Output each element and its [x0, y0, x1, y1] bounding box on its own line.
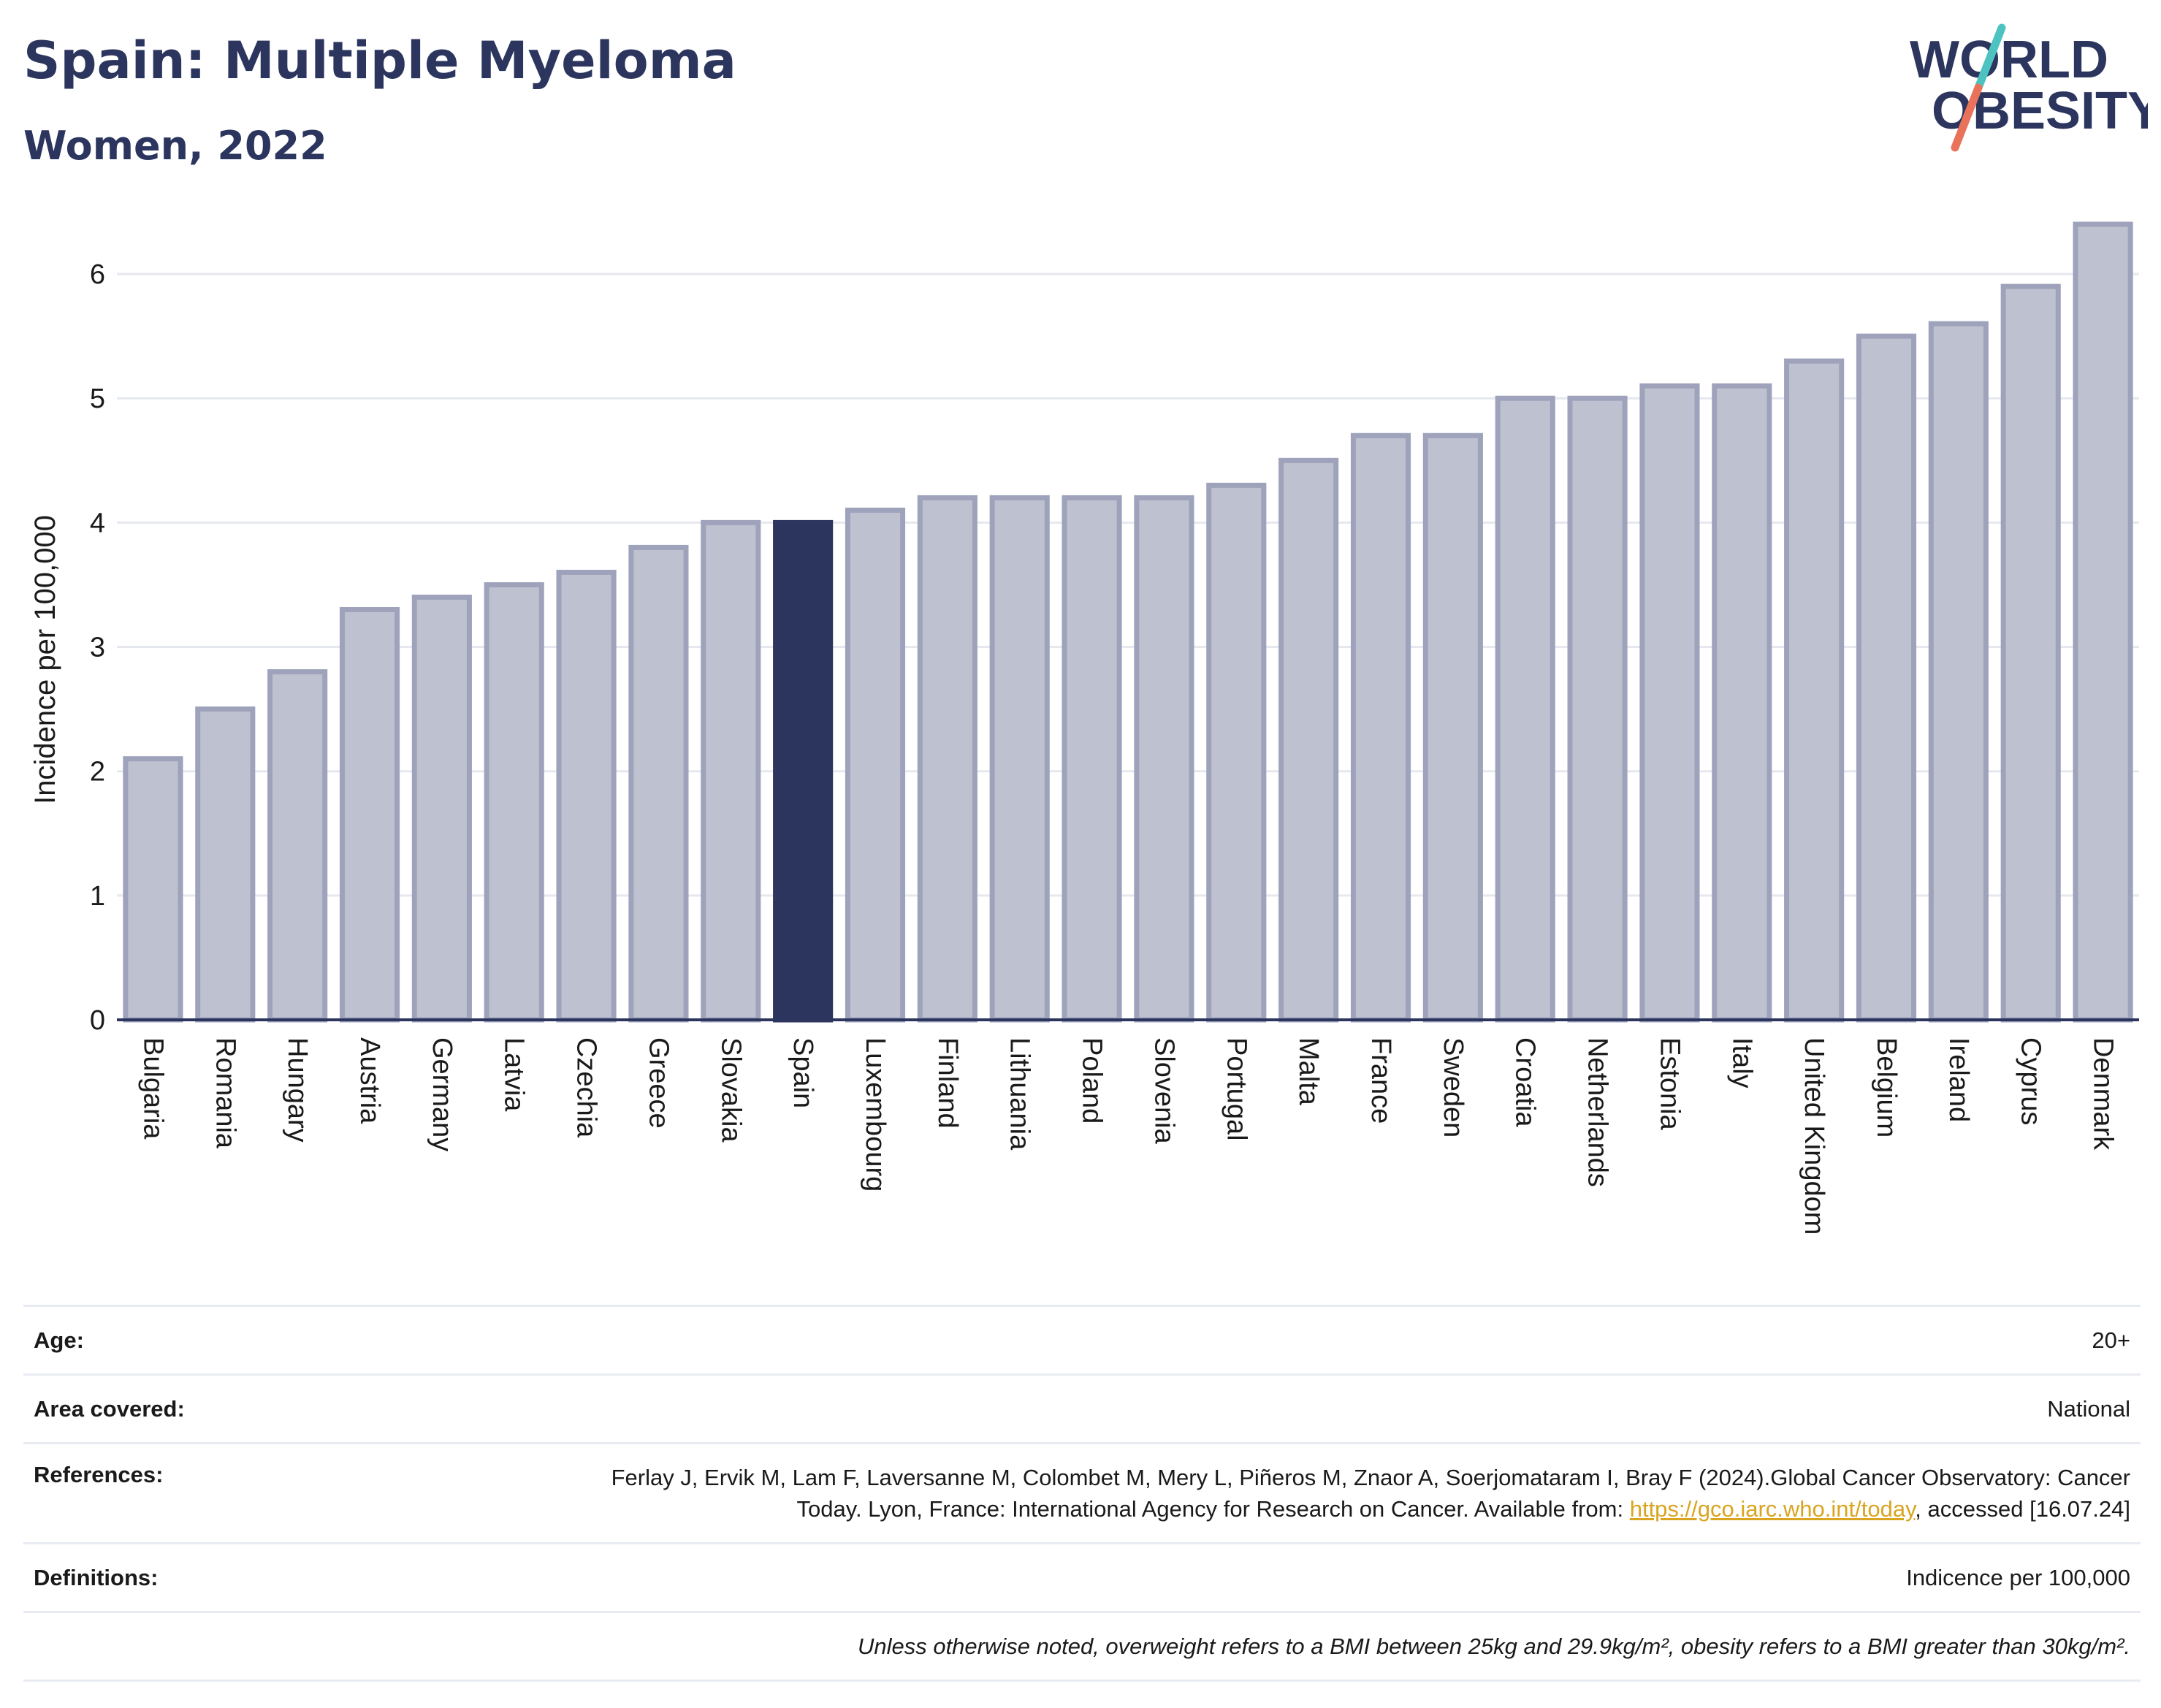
bar-portugal: [1206, 482, 1267, 1023]
axis-layer: 0 1 2 3 4 5 6 Bulgaria Romania Hungary Austria Germ…: [90, 259, 2139, 1235]
references-text-1: Ferlay J, Ervik M, Lam F, Laversanne M, …: [611, 1465, 2130, 1522]
bar-ireland: [1928, 321, 1989, 1023]
y-tick-label-5: 5: [90, 384, 105, 414]
x-tick-label-ireland: Ireland: [1943, 1037, 1974, 1122]
x-tick-label-malta: Malta: [1293, 1037, 1324, 1106]
logo-line1: WORLD: [1910, 31, 2108, 89]
x-tick-label-germany: Germany: [427, 1037, 457, 1151]
bar-sweden: [1422, 432, 1483, 1023]
x-tick-label-belgium: Belgium: [1871, 1037, 1902, 1137]
info-row-note: Unless otherwise noted, overweight refer…: [23, 1611, 2141, 1682]
x-tick-label-lithuania: Lithuania: [1005, 1037, 1035, 1151]
y-tick-label-6: 6: [90, 259, 105, 290]
bar-romania: [195, 706, 256, 1023]
bar-poland: [1062, 495, 1122, 1023]
bar-czechia: [556, 569, 617, 1023]
bar-slovenia: [1134, 495, 1194, 1023]
bar-lithuania: [989, 495, 1050, 1023]
bar-germany: [411, 594, 472, 1023]
bar-france: [1350, 432, 1411, 1023]
chart-title: Spain: Multiple Myeloma: [23, 31, 736, 91]
x-tick-label-portugal: Portugal: [1221, 1037, 1251, 1141]
bar-spain: [773, 519, 834, 1023]
definitions-label: Definitions:: [34, 1565, 159, 1590]
info-row-area: Area covered: National: [23, 1373, 2141, 1442]
x-tick-label-france: France: [1365, 1037, 1396, 1124]
x-tick-label-finland: Finland: [932, 1037, 963, 1129]
bar-bulgaria: [123, 756, 183, 1023]
y-tick-label-2: 2: [90, 757, 105, 788]
x-tick-label-bulgaria: Bulgaria: [137, 1037, 168, 1140]
bar-cyprus: [2000, 283, 2061, 1023]
bar-latvia: [484, 582, 544, 1023]
chart-subtitle: Women, 2022: [23, 123, 327, 169]
age-value: 20+: [2092, 1327, 2130, 1353]
x-tick-label-czechia: Czechia: [571, 1037, 602, 1138]
x-tick-label-netherlands: Netherlands: [1582, 1037, 1613, 1187]
references-text-2: , accessed [16.07.24]: [1915, 1496, 2130, 1522]
references-link[interactable]: https://gco.iarc.who.int/today: [1629, 1496, 1916, 1522]
area-label: Area covered:: [34, 1396, 185, 1422]
world-obesity-logo: WORLD OBESITY: [1910, 23, 2148, 152]
logo-slash-bottom: [1951, 83, 1983, 152]
y-tick-label-1: 1: [90, 881, 105, 912]
y-axis-label: Incidence per 100,000: [29, 515, 61, 804]
bar-malta: [1278, 457, 1339, 1023]
info-row-definitions: Definitions: Indicence per 100,000: [23, 1542, 2141, 1611]
age-label: Age:: [34, 1327, 84, 1353]
bar-finland: [917, 495, 977, 1023]
x-tick-label-luxembourg: Luxembourg: [860, 1037, 891, 1192]
x-tick-label-slovenia: Slovenia: [1148, 1037, 1179, 1145]
x-tick-label-greece: Greece: [643, 1037, 674, 1129]
bar-estonia: [1639, 383, 1700, 1023]
info-table: Age: 20+ Area covered: National Referenc…: [23, 1305, 2141, 1682]
bar-greece: [628, 544, 689, 1023]
x-tick-label-hungary: Hungary: [282, 1037, 313, 1143]
bar-italy: [1712, 383, 1772, 1023]
x-tick-label-united-kingdom: United Kingdom: [1799, 1037, 1829, 1235]
x-tick-label-sweden: Sweden: [1438, 1037, 1468, 1137]
logo-slash-top: [1974, 23, 2006, 92]
x-tick-label-denmark: Denmark: [2088, 1037, 2119, 1151]
x-tick-label-cyprus: Cyprus: [2016, 1037, 2046, 1125]
bar-layer: [123, 221, 2133, 1023]
bar-netherlands: [1567, 395, 1628, 1023]
bar-hungary: [267, 669, 328, 1023]
bar-luxembourg: [845, 507, 906, 1023]
x-tick-label-croatia: Croatia: [1510, 1037, 1541, 1127]
y-tick-label-3: 3: [90, 633, 105, 663]
bar-slovakia: [701, 519, 761, 1023]
definitions-value: Indicence per 100,000: [1906, 1565, 2130, 1590]
bar-denmark: [2073, 221, 2133, 1023]
x-tick-label-spain: Spain: [788, 1037, 818, 1108]
y-tick-label-4: 4: [90, 508, 105, 538]
x-tick-label-austria: Austria: [354, 1037, 385, 1124]
x-tick-label-romania: Romania: [210, 1037, 240, 1149]
bar-belgium: [1856, 333, 1917, 1023]
references-value: Ferlay J, Ervik M, Lam F, Laversanne M, …: [560, 1462, 2130, 1525]
bar-croatia: [1495, 395, 1555, 1023]
bar-united-kingdom: [1784, 358, 1845, 1023]
x-tick-label-latvia: Latvia: [499, 1037, 530, 1112]
info-row-references: References: Ferlay J, Ervik M, Lam F, La…: [23, 1442, 2141, 1542]
x-tick-label-poland: Poland: [1077, 1037, 1108, 1124]
references-label: References:: [34, 1462, 164, 1487]
x-tick-label-slovakia: Slovakia: [715, 1037, 746, 1143]
info-row-age: Age: 20+: [23, 1305, 2141, 1373]
bmi-note: Unless otherwise noted, overweight refer…: [857, 1633, 2130, 1659]
y-tick-label-0: 0: [90, 1005, 105, 1036]
bar-austria: [339, 606, 400, 1023]
x-tick-label-estonia: Estonia: [1654, 1037, 1685, 1131]
bar-chart: 0 1 2 3 4 5 6 Bulgaria Romania Hungary Austria Germ…: [29, 221, 2139, 1235]
area-value: National: [2047, 1396, 2130, 1422]
x-tick-label-italy: Italy: [1726, 1037, 1757, 1089]
